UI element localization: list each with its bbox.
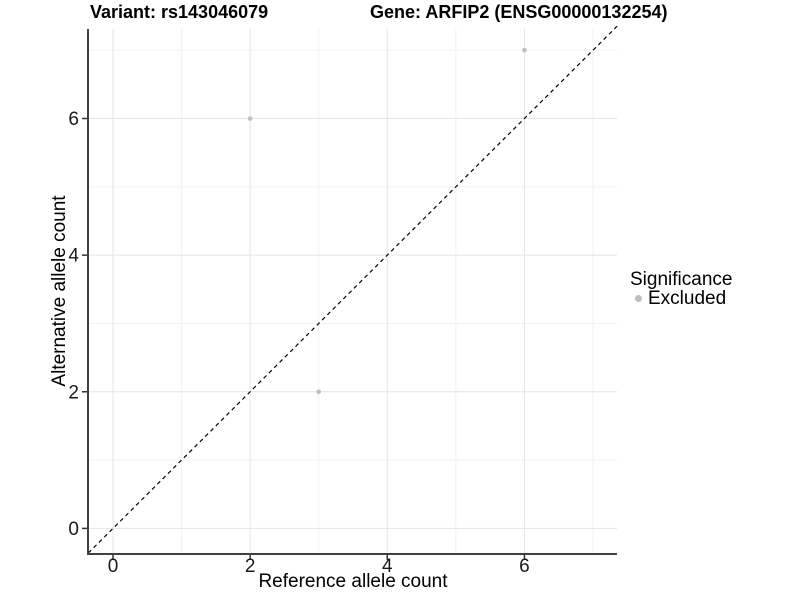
x-tick-label: 4 <box>382 556 393 577</box>
excluded-point-icon <box>635 295 642 302</box>
x-tick-label: 2 <box>245 556 256 577</box>
y-tick-label: 0 <box>68 519 79 540</box>
data-point <box>522 47 527 53</box>
y-tick-label: 4 <box>68 246 79 267</box>
gene-title: Gene: ARFIP2 (ENSG00000132254) <box>370 2 668 22</box>
legend-title: Significance <box>630 269 733 290</box>
data-point <box>247 116 253 121</box>
variant-title: Variant: rs143046079 <box>90 2 269 22</box>
legend: Significance Excluded <box>630 270 732 308</box>
y-tick-label: 6 <box>68 109 79 130</box>
data-point <box>316 389 322 395</box>
legend-item-label: Excluded <box>648 288 727 309</box>
legend-item-excluded: Excluded <box>630 289 732 308</box>
x-axis-title: Reference allele count <box>258 571 448 592</box>
x-tick-label: 6 <box>519 556 530 577</box>
x-tick-label: 0 <box>108 556 119 577</box>
y-tick-label: 2 <box>68 382 79 403</box>
identity-dashed-line <box>87 25 619 554</box>
